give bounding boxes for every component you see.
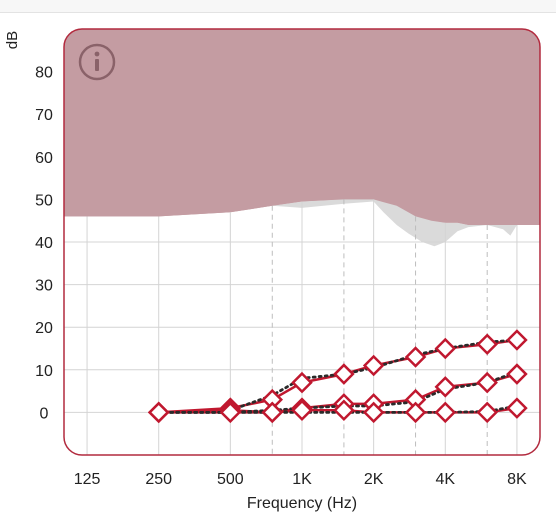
- y-tick-label: 70: [35, 107, 53, 124]
- speech-region: [272, 199, 517, 247]
- data-point-marker[interactable]: [147, 401, 170, 424]
- window-top-strip: [0, 0, 556, 13]
- data-point-marker[interactable]: [506, 329, 528, 351]
- target-line: [157, 404, 519, 414]
- data-point-marker[interactable]: [476, 333, 498, 356]
- x-tick-label: 500: [217, 471, 244, 488]
- x-tick-label: 8K: [507, 471, 527, 488]
- x-tick-label: 125: [74, 471, 101, 488]
- y-tick-label: 0: [40, 405, 49, 422]
- data-point-marker[interactable]: [404, 401, 427, 424]
- data-point-marker[interactable]: [333, 363, 355, 385]
- y-tick-label: 20: [35, 320, 53, 337]
- data-point-marker[interactable]: [261, 401, 284, 424]
- data-point-marker[interactable]: [219, 401, 242, 424]
- data-point-marker[interactable]: [506, 397, 528, 419]
- y-axis-label: dB: [4, 31, 21, 49]
- data-point-marker[interactable]: [434, 337, 457, 360]
- x-tick-label: 250: [145, 471, 172, 488]
- data-point-marker[interactable]: [362, 354, 385, 377]
- y-tick-label: 10: [35, 363, 53, 380]
- data-point-marker[interactable]: [333, 399, 355, 422]
- data-point-marker[interactable]: [434, 376, 457, 398]
- plot-frame: [63, 28, 541, 456]
- y-tick-label: 80: [35, 65, 53, 82]
- x-tick-label: 4K: [436, 471, 456, 488]
- y-tick-label: 30: [35, 278, 53, 295]
- data-point-marker[interactable]: [506, 363, 528, 385]
- data-point-marker[interactable]: [404, 346, 427, 368]
- data-point-marker[interactable]: [434, 401, 457, 424]
- x-tick-label: 2K: [364, 471, 384, 488]
- data-point-marker[interactable]: [476, 401, 498, 424]
- x-tick-label: 1K: [292, 471, 312, 488]
- y-tick-label: 40: [35, 235, 53, 252]
- info-circle-icon[interactable]: [78, 43, 116, 81]
- data-point-marker[interactable]: [291, 399, 313, 422]
- y-tick-label: 60: [35, 150, 53, 167]
- data-point-marker[interactable]: [291, 371, 313, 394]
- data-point-marker[interactable]: [476, 371, 498, 394]
- shaded-region-overlay: [64, 29, 540, 225]
- data-point-marker[interactable]: [362, 401, 385, 424]
- x-axis-label: Frequency (Hz): [247, 495, 357, 512]
- shade-overlay-group: [64, 29, 540, 225]
- y-tick-label: 50: [35, 192, 53, 209]
